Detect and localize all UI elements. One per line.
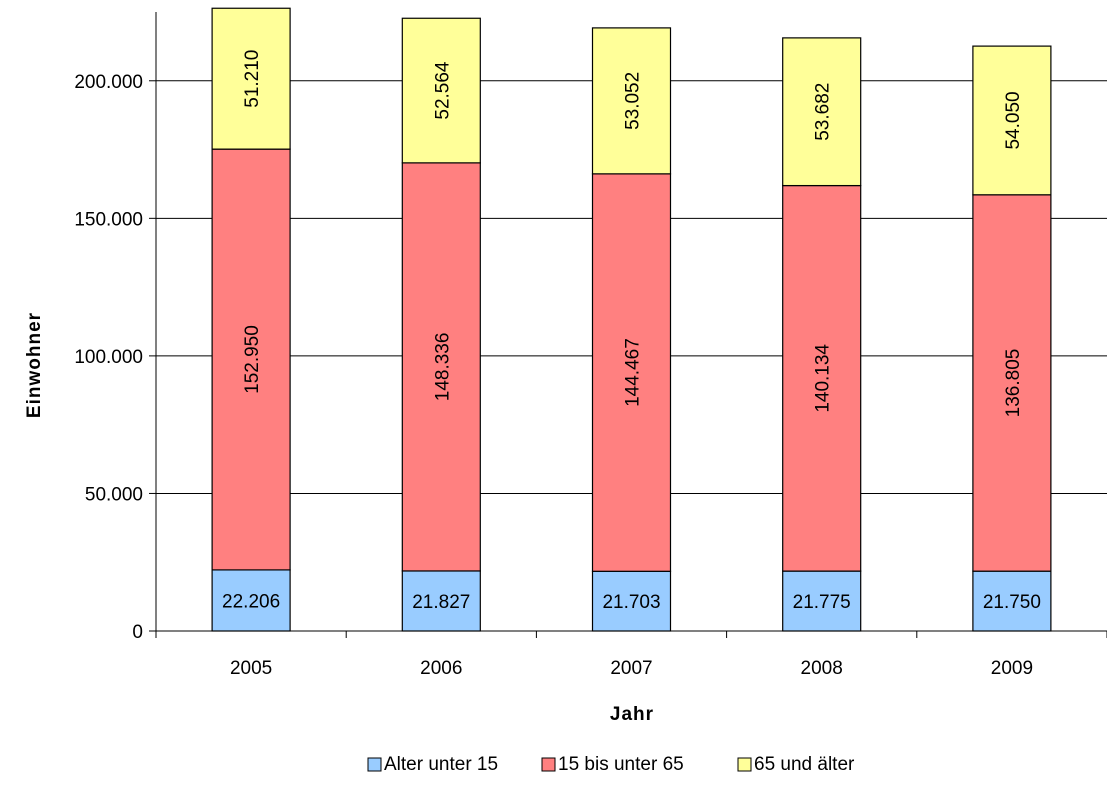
y-tick-label-2: 100.000 xyxy=(74,347,143,368)
bar-2008-series-2 xyxy=(782,37,862,187)
bar-2006-series-1 xyxy=(401,162,481,572)
data-label-2009-series-0: 21.750 xyxy=(983,592,1041,613)
x-tick-label-2008: 2008 xyxy=(801,658,843,679)
legend-swatch-2 xyxy=(737,757,752,772)
legend-label-2: 65 und älter xyxy=(754,754,855,775)
data-label-2008-series-1: 140.134 xyxy=(813,344,834,413)
x-tick-label-2007: 2007 xyxy=(610,658,652,679)
data-label-2007-series-1: 144.467 xyxy=(623,338,644,407)
y-tick-label-3: 150.000 xyxy=(74,209,143,230)
y-axis-title: Einwohner xyxy=(24,312,45,418)
bar-2005-series-2 xyxy=(211,7,291,150)
legend-swatch-1 xyxy=(541,757,556,772)
legend-label-0: Alter unter 15 xyxy=(384,754,498,775)
legend-swatch-0 xyxy=(367,757,382,772)
bar-2005-series-1 xyxy=(211,148,291,571)
bar-2007-series-1 xyxy=(591,173,672,572)
bar-2006-series-2 xyxy=(401,17,481,164)
data-label-2006-series-2: 52.564 xyxy=(432,61,453,120)
data-label-2009-series-2: 54.050 xyxy=(1003,91,1024,149)
data-label-2008-series-2: 53.682 xyxy=(813,83,834,141)
bar-2007-series-2 xyxy=(591,27,672,175)
x-axis-title: Jahr xyxy=(610,704,654,725)
x-tick-label-2005: 2005 xyxy=(230,658,272,679)
data-label-2006-series-1: 148.336 xyxy=(432,333,453,402)
data-label-2005-series-2: 51.210 xyxy=(242,50,263,108)
bar-2009-series-2 xyxy=(972,45,1052,196)
bar-2008-series-1 xyxy=(782,184,862,572)
legend-label-1: 15 bis unter 65 xyxy=(558,754,684,775)
data-labels: 22.206 152.950 51.210 21.827 148.336 52.564 21… xyxy=(222,50,1041,614)
axes: 0 50.000 100.000 150.000 200.000 2005 2006 2007… xyxy=(74,12,1107,679)
data-label-2005-series-1: 152.950 xyxy=(242,325,263,394)
data-label-2007-series-0: 21.703 xyxy=(602,592,660,613)
data-label-2008-series-0: 21.775 xyxy=(793,592,851,613)
x-tick-label-2006: 2006 xyxy=(420,658,462,679)
data-label-2006-series-0: 21.827 xyxy=(412,592,470,613)
bar-2006-series-0 xyxy=(401,570,481,632)
y-tick-label-0: 0 xyxy=(132,622,143,643)
bars xyxy=(211,7,1052,632)
data-label-2007-series-2: 53.052 xyxy=(623,72,644,130)
data-label-2005-series-0: 22.206 xyxy=(222,591,280,612)
bar-2005-series-0 xyxy=(211,569,291,632)
legend: Alter unter 15 15 bis unter 65 65 und älte… xyxy=(367,754,855,775)
x-tick-label-2009: 2009 xyxy=(991,658,1033,679)
bar-2009-series-1 xyxy=(972,194,1052,572)
y-tick-label-4: 200.000 xyxy=(74,72,143,93)
y-tick-label-1: 50.000 xyxy=(85,484,143,505)
bar-2007-series-0 xyxy=(591,570,672,632)
data-label-2009-series-1: 136.805 xyxy=(1003,349,1024,418)
